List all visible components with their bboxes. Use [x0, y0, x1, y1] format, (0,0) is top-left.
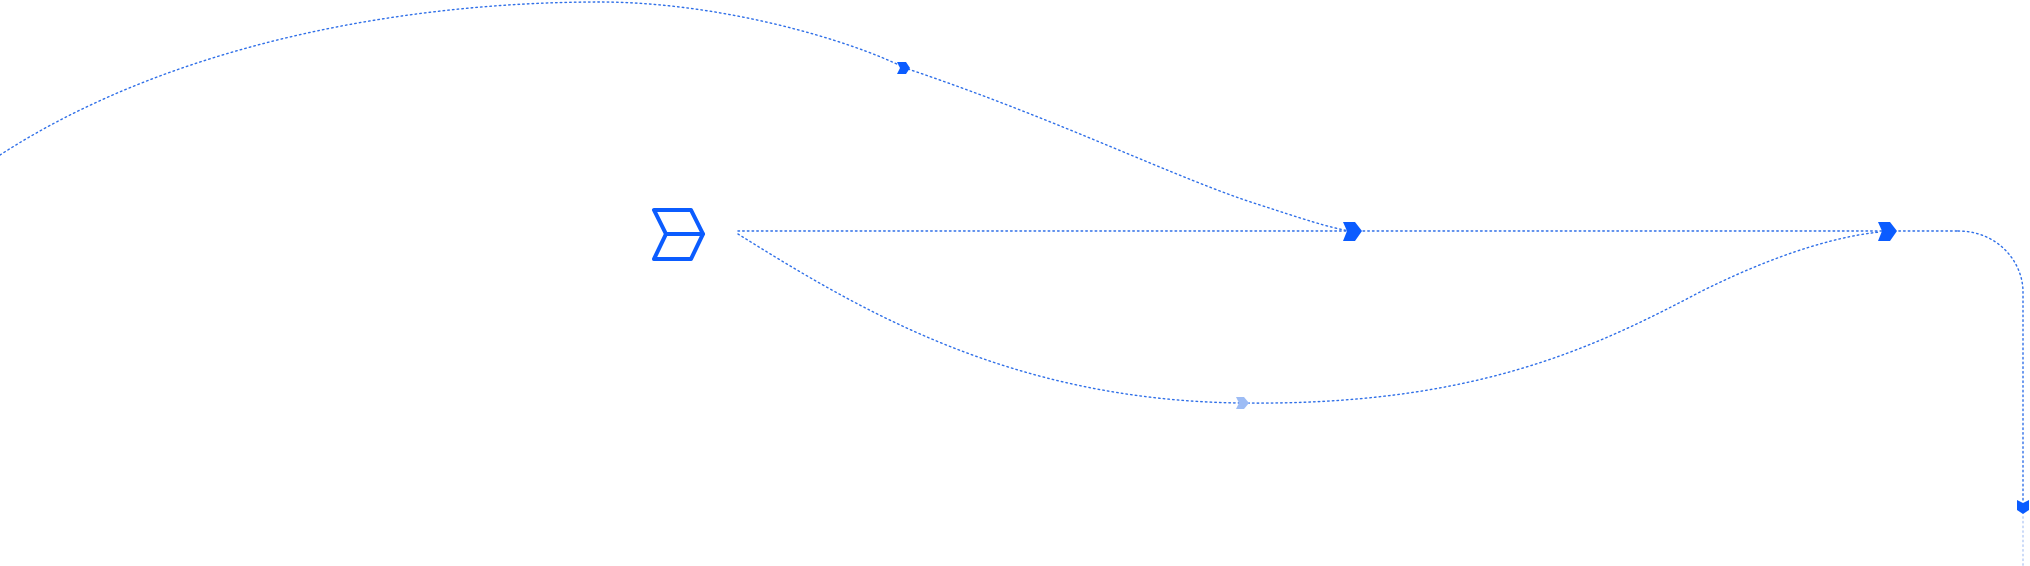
top-arc-path: [0, 1, 1351, 232]
merge-marker-2-icon: [1878, 222, 1897, 241]
merge-marker-1-icon: [1343, 222, 1362, 241]
bottom-arc-path: [737, 231, 1881, 404]
bottom-arc-marker-icon: [1236, 397, 1249, 409]
chevron-stack-logo-icon: [652, 208, 705, 261]
top-arc-marker-icon: [897, 62, 910, 74]
down-marker-icon: [2017, 500, 2029, 514]
logo-lower-chevron: [652, 232, 705, 261]
corner-turn-path: [1957, 230, 2024, 503]
logo-upper-chevron: [652, 208, 705, 236]
